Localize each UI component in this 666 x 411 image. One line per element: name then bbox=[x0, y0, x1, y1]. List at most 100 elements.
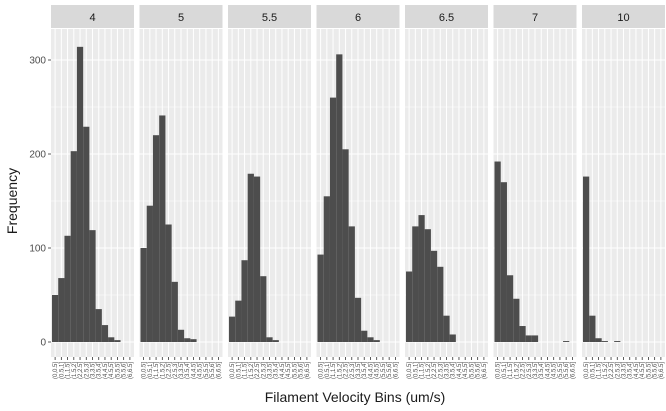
bar-10-1 bbox=[589, 315, 596, 342]
bar-6-5-3 bbox=[424, 229, 431, 342]
bar-7-2 bbox=[506, 275, 514, 342]
facet-strip bbox=[493, 5, 577, 28]
facet-panel-10: 10 (0,0.5] (0.5,1] (1,1.5] (1.5,2] (2,2.5] (2.… bbox=[582, 5, 665, 379]
x-tick-label: (2,2.5] bbox=[167, 362, 173, 379]
bar-6-5-4 bbox=[430, 250, 438, 342]
x-tick-label: (2,2.5] bbox=[609, 362, 615, 379]
bar-4-0 bbox=[52, 295, 59, 342]
x-tick-label: (1.5,2] bbox=[514, 362, 520, 379]
bar-6-5-7 bbox=[449, 334, 456, 342]
x-tick-label: (2.5,3] bbox=[173, 362, 179, 379]
x-tick-label: (6,6.5] bbox=[128, 362, 134, 379]
x-tick-label: (5.5,6] bbox=[564, 362, 570, 379]
x-tick-label: (1.5,2] bbox=[426, 362, 432, 379]
facet-panel-4: 4 (0,0.5] (0.5,1] (1,1.5] (1.5,2] (2,2.5] (2.5… bbox=[51, 5, 134, 379]
x-tick-label: (0.5,1] bbox=[590, 362, 596, 379]
bar-4-1 bbox=[58, 278, 65, 342]
bar-4-10 bbox=[114, 340, 121, 342]
bar-10-3 bbox=[601, 341, 608, 342]
x-tick-label: (6,6.5] bbox=[393, 362, 399, 379]
x-tick-label: (3,3.5] bbox=[622, 362, 628, 379]
x-tick-label: (5,5.5] bbox=[646, 362, 652, 379]
facet-panel-6-5: 6.5 (0,0.5] (0.5,1] (1,1.5] (1.5,2] (2,2.5] (2… bbox=[405, 5, 488, 379]
bar-5-5 bbox=[171, 281, 178, 342]
facet-strip-label: 5 bbox=[178, 12, 184, 24]
x-tick-label: (1,1.5] bbox=[243, 362, 249, 379]
x-tick-label: (2,2.5] bbox=[432, 362, 438, 379]
bar-5-1 bbox=[146, 205, 153, 342]
x-tick-label: (3,3.5] bbox=[91, 362, 97, 379]
bar-4-7 bbox=[95, 309, 102, 342]
bar-7-4 bbox=[519, 326, 526, 342]
facet-strip bbox=[405, 5, 488, 28]
y-tick-label: 300 bbox=[29, 56, 46, 67]
x-tick-label: (0,0.5] bbox=[496, 362, 502, 379]
x-tick-label: (2.5,3] bbox=[438, 362, 444, 379]
x-tick-label: (6,6.5] bbox=[305, 362, 311, 379]
x-tick-label: (2,2.5] bbox=[255, 362, 261, 379]
x-tick-label: (3,3.5] bbox=[356, 362, 362, 379]
x-tick-label: (4.5,5] bbox=[552, 362, 558, 379]
x-tick-label: (1,1.5] bbox=[154, 362, 160, 379]
facet-strip bbox=[228, 5, 311, 28]
x-tick-label: (5,5.5] bbox=[115, 362, 121, 379]
bar-6-8 bbox=[367, 337, 374, 342]
x-tick-label: (0,0.5] bbox=[319, 362, 325, 379]
facet-strip-label: 5.5 bbox=[262, 12, 277, 24]
x-tick-label: (2.5,3] bbox=[84, 362, 90, 379]
x-tick-label: (3.5,4] bbox=[97, 362, 103, 379]
x-tick-label: (2,2.5] bbox=[344, 362, 350, 379]
y-tick-label: 200 bbox=[29, 150, 46, 161]
x-tick-label: (5.5,6] bbox=[210, 362, 216, 379]
x-tick-label: (5,5.5] bbox=[381, 362, 387, 379]
bar-6-3 bbox=[336, 54, 343, 343]
bar-5-5-0 bbox=[229, 316, 236, 342]
bar-5-0 bbox=[140, 248, 147, 342]
x-tick-label: (5.5,6] bbox=[387, 362, 393, 379]
y-tick-label: 0 bbox=[40, 338, 46, 349]
x-tick-label: (1.5,2] bbox=[603, 362, 609, 379]
x-tick-label: (6,6.5] bbox=[570, 362, 576, 379]
x-tick-label: (4,4.5] bbox=[103, 362, 109, 379]
x-tick-label: (0.5,1] bbox=[59, 362, 65, 379]
x-tick-label: (4,4.5] bbox=[368, 362, 374, 379]
bar-6-4 bbox=[342, 149, 349, 342]
bar-5-6 bbox=[177, 329, 185, 342]
facet-strip-label: 6.5 bbox=[439, 12, 454, 24]
bar-5-2 bbox=[152, 135, 160, 342]
x-tick-label: (3.5,4] bbox=[185, 362, 191, 379]
x-tick-label: (1.5,2] bbox=[249, 362, 255, 379]
facet-panel-5-5: 5.5 (0,0.5] (0.5,1] (1,1.5] (1.5,2] (2,2.5] (2… bbox=[228, 5, 311, 379]
bar-4-9 bbox=[108, 337, 115, 342]
x-tick-label: (1,1.5] bbox=[597, 362, 603, 379]
x-tick-label: (4,4.5] bbox=[545, 362, 551, 379]
x-tick-label: (0,0.5] bbox=[407, 362, 413, 379]
x-tick-label: (2,2.5] bbox=[521, 362, 527, 379]
x-tick-label: (5.5,6] bbox=[476, 362, 482, 379]
x-tick-label: (1.5,2] bbox=[160, 362, 166, 379]
facet-strip bbox=[316, 5, 400, 28]
x-tick-label: (3.5,4] bbox=[274, 362, 280, 379]
x-tick-label: (2.5,3] bbox=[615, 362, 621, 379]
bar-10-0 bbox=[583, 176, 590, 342]
bar-5-5-2 bbox=[241, 260, 248, 342]
bar-5-8 bbox=[190, 339, 197, 342]
x-tick-label: (5,5.5] bbox=[469, 362, 475, 379]
x-tick-label: (1.5,2] bbox=[72, 362, 78, 379]
x-tick-label: (3,3.5] bbox=[533, 362, 539, 379]
facet-panel-6: 6 (0,0.5] (0.5,1] (1,1.5] (1.5,2] (2,2.5] (2.5… bbox=[316, 5, 400, 379]
x-tick-label: (4,4.5] bbox=[634, 362, 640, 379]
bar-5-5-3 bbox=[247, 173, 254, 342]
x-tick-label: (2.5,3] bbox=[261, 362, 267, 379]
bar-10-5 bbox=[614, 341, 621, 342]
bar-5-5-7 bbox=[272, 340, 279, 342]
bar-5-4 bbox=[165, 224, 172, 342]
x-tick-label: (4.5,5] bbox=[640, 362, 646, 379]
y-axis-title: Frequency bbox=[4, 168, 20, 234]
x-tick-label: (5.5,6] bbox=[299, 362, 305, 379]
bar-6-5-5 bbox=[437, 266, 444, 342]
x-tick-label: (0.5,1] bbox=[236, 362, 242, 379]
x-tick-label: (2.5,3] bbox=[527, 362, 533, 379]
x-tick-label: (3.5,4] bbox=[628, 362, 634, 379]
facet-panel-5: 5 (0,0.5] (0.5,1] (1,1.5] (1.5,2] (2,2.5] (2.5… bbox=[139, 5, 223, 379]
